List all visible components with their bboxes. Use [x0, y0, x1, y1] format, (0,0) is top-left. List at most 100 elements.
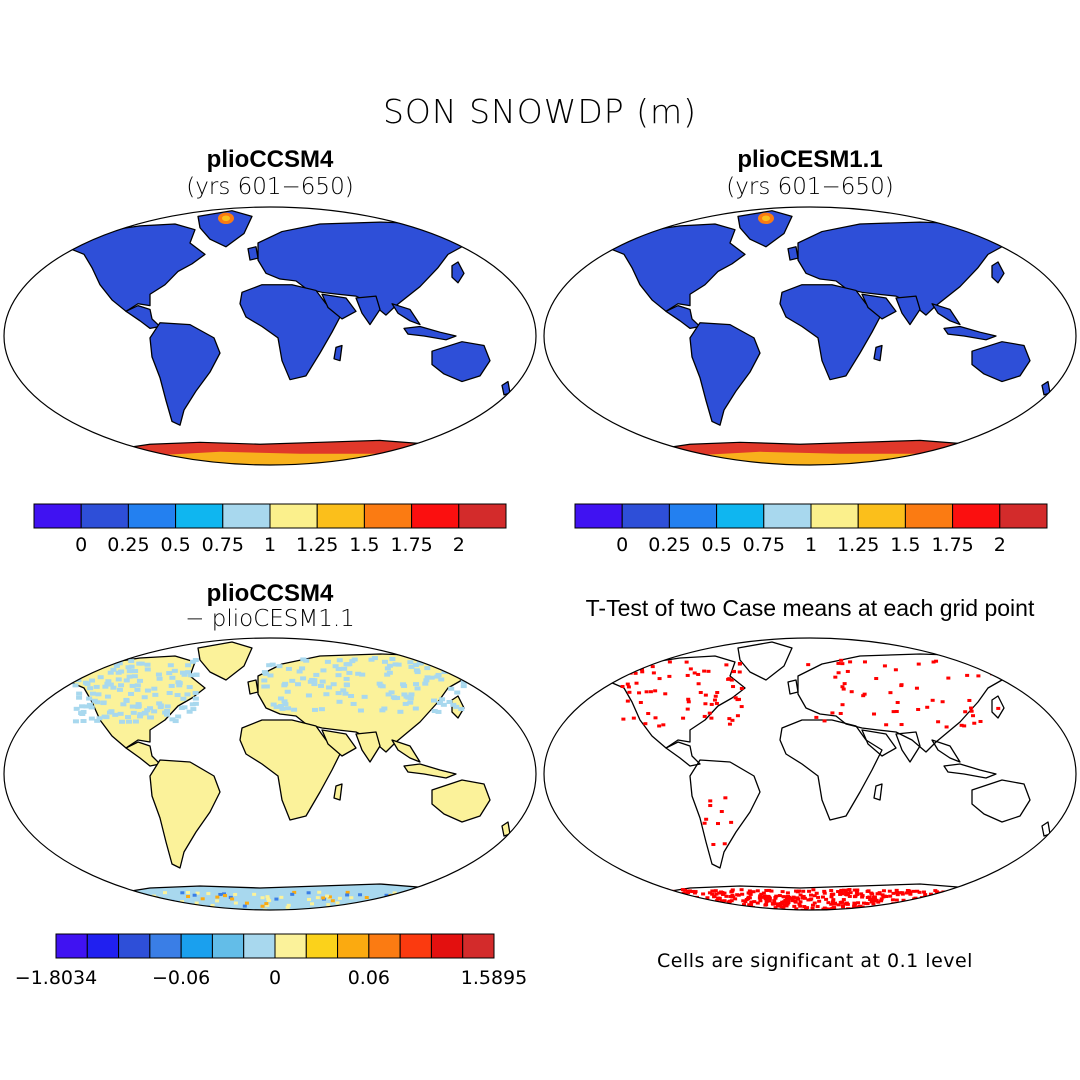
map-border [543, 206, 1077, 466]
map-border [3, 637, 537, 911]
india-landmass [355, 295, 381, 326]
colorbar-tick-label: 2 [453, 534, 465, 556]
india-landmass [895, 295, 921, 326]
northern-difference-band [72, 656, 476, 724]
colorbar-swatch [86, 933, 120, 959]
indonesia-landmass [403, 325, 457, 341]
australia-landmass [971, 779, 1031, 823]
panel-b-subtitle: (yrs 601−650) [726, 174, 894, 200]
colorbar-b: 0 0.25 0.5 0.75 1 1.25 1.5 1.75 2 [574, 503, 1048, 556]
map-border [3, 206, 537, 466]
south-america-landmass [149, 322, 221, 426]
madagascar-landmass [873, 344, 883, 362]
africa-landmass [779, 284, 883, 381]
colorbar-swatch [243, 933, 276, 959]
colorbar-a: 0 0.25 0.5 0.75 1 1.25 1.5 1.75 2 [33, 503, 507, 556]
colorbar-tick-label: 0.75 [202, 534, 244, 556]
colorbar-tick-label: 1.75 [390, 534, 432, 556]
colorbar-swatch [222, 503, 271, 529]
colorbar-swatch [399, 933, 432, 959]
colorbar-swatch [952, 503, 1001, 529]
central-america-landmass [125, 305, 161, 330]
greenland-landmass [737, 210, 793, 248]
colorbar-tick-label: 1.75 [931, 534, 973, 556]
colorbar-swatch [118, 933, 151, 959]
colorbar-swatch [274, 933, 307, 959]
panel-c-title: plioCCSM4 [206, 580, 334, 607]
greenland-landmass [197, 641, 253, 681]
colorbar-tick-label: 1.25 [837, 534, 879, 556]
colorbar-swatch [127, 503, 177, 529]
colorbar-tick-label: 0.75 [743, 534, 785, 556]
map-border [543, 637, 1077, 911]
colorbar-tick-label: 0.5 [160, 534, 190, 556]
colorbar-swatch [368, 933, 401, 959]
greenland-landmass [197, 210, 253, 248]
uk-landmass [247, 246, 259, 261]
north-america-landmass [609, 655, 746, 749]
antarctica-landmass [651, 883, 991, 910]
colorbar-swatch [33, 503, 82, 529]
colorbar-tick-label: 0.5 [701, 534, 731, 556]
colorbar-swatch [716, 503, 765, 529]
colorbar-tick-label: 2 [994, 534, 1006, 556]
colorbar-tick-label: 1.25 [296, 534, 338, 556]
arabia-landmass [861, 729, 897, 757]
japan-landmass [991, 695, 1005, 719]
panel-d-title: T-Test of two Case means at each grid po… [585, 595, 1035, 621]
north-america-landmass [609, 223, 746, 312]
colorbar-tick-label: 1.5895 [461, 967, 527, 989]
japan-landmass [451, 261, 465, 284]
colorbar-swatch [763, 503, 812, 529]
madagascar-landmass [333, 783, 343, 801]
colorbar-swatch [149, 933, 182, 959]
colorbar-swatch [574, 503, 623, 529]
colorbar-swatch [462, 933, 495, 959]
colorbar-tick-label: 1 [805, 534, 817, 556]
colorbar-tick-label: 1.5 [349, 534, 379, 556]
colorbar-swatch [363, 503, 413, 529]
indonesia-landmass [943, 325, 997, 341]
panel-a-title: plioCCSM4 [206, 146, 334, 173]
colorbar-tick-label: 0 [616, 534, 628, 556]
colorbar-tick-label: 0.25 [107, 534, 149, 556]
colorbar-swatch [316, 503, 365, 529]
panel-b-title: plioCESM1.1 [737, 146, 883, 173]
india-landmass [895, 731, 921, 763]
colorbar-swatch [175, 503, 224, 529]
se-asia-landmass [391, 303, 421, 326]
colorbar-swatch [458, 503, 507, 529]
japan-landmass [991, 261, 1005, 284]
colorbar-swatch [180, 933, 213, 959]
arabia-landmass [321, 729, 357, 757]
colorbar-swatch [621, 503, 670, 529]
uk-landmass [787, 679, 799, 695]
australia-landmass [431, 341, 491, 383]
greenland-core [222, 215, 230, 222]
colorbar-tick-label: −0.06 [152, 967, 210, 989]
map-panel-b [543, 206, 1077, 466]
greenland-core [762, 215, 770, 222]
colorbar-swatch [430, 933, 464, 959]
uk-landmass [787, 246, 799, 261]
uk-landmass [247, 679, 259, 695]
map-panel-a [3, 206, 537, 466]
colorbar-swatch [668, 503, 718, 529]
map-panel-d [543, 637, 1077, 911]
colorbar-tick-label: 0.25 [648, 534, 690, 556]
colorbar-swatch [857, 503, 906, 529]
australia-landmass [431, 779, 491, 823]
africa-landmass [239, 284, 343, 381]
colorbar-swatch [55, 933, 88, 959]
india-landmass [355, 731, 381, 763]
arabia-landmass [861, 293, 897, 320]
africa-landmass [239, 719, 343, 821]
colorbar-swatch [211, 933, 245, 959]
colorbar-swatch [999, 503, 1048, 529]
colorbar-swatch [810, 503, 859, 529]
madagascar-landmass [873, 783, 883, 801]
colorbar-tick-label: 0.06 [348, 967, 390, 989]
colorbar-swatch [411, 503, 460, 529]
colorbar-swatch [337, 933, 370, 959]
indonesia-landmass [403, 763, 457, 779]
